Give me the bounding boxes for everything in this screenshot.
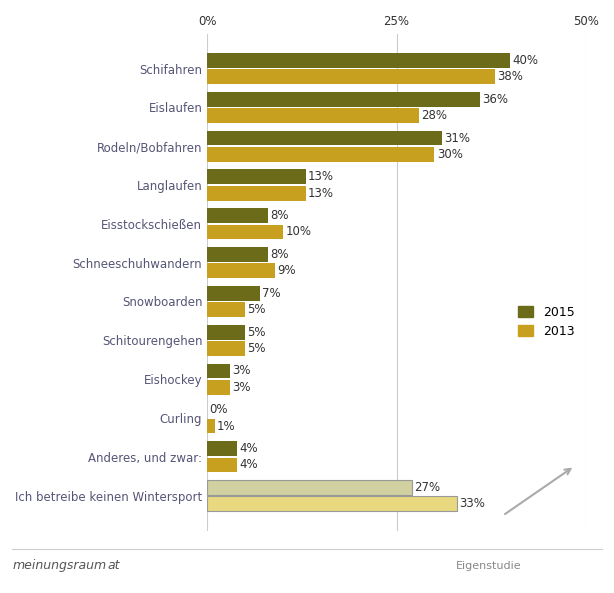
Bar (207, 247, 268, 262)
Bar (207, 92, 480, 107)
Bar (207, 325, 245, 340)
Text: 30%: 30% (437, 148, 462, 161)
Text: 36%: 36% (482, 93, 508, 106)
Text: 28%: 28% (422, 109, 448, 122)
Text: meinungsraum: meinungsraum (12, 559, 106, 572)
Bar (207, 341, 245, 356)
Text: Eigenstudie: Eigenstudie (456, 562, 522, 571)
Text: 9%: 9% (278, 264, 296, 278)
Text: 8%: 8% (270, 209, 289, 222)
Bar (207, 225, 283, 240)
Bar (207, 147, 435, 162)
Legend: 2015, 2013: 2015, 2013 (513, 301, 580, 343)
Bar (207, 53, 510, 68)
Text: 13%: 13% (308, 187, 334, 200)
Bar (207, 458, 238, 472)
Bar (207, 286, 260, 301)
Text: 40%: 40% (513, 54, 538, 67)
Bar (207, 419, 215, 433)
Bar (207, 364, 230, 378)
Text: 38%: 38% (497, 70, 523, 83)
Text: 27%: 27% (414, 481, 440, 494)
Text: 3%: 3% (232, 365, 251, 378)
Text: 3%: 3% (232, 381, 251, 394)
Bar (207, 496, 457, 511)
Text: 8%: 8% (270, 248, 289, 261)
Text: 5%: 5% (247, 342, 266, 355)
Text: 1%: 1% (217, 420, 236, 433)
Bar (207, 208, 268, 223)
Text: 0%: 0% (209, 403, 228, 416)
Text: 10%: 10% (285, 225, 311, 238)
Bar (207, 263, 275, 278)
Text: 4%: 4% (239, 442, 258, 455)
Text: 5%: 5% (247, 326, 266, 339)
Bar (207, 480, 412, 495)
Bar (207, 380, 230, 395)
Bar (207, 170, 306, 184)
Bar (207, 108, 419, 123)
Text: 31%: 31% (445, 132, 470, 145)
Bar (207, 302, 245, 317)
Bar (207, 441, 238, 456)
Bar (207, 186, 306, 200)
Text: at: at (107, 559, 120, 572)
Bar (207, 130, 442, 145)
Text: 7%: 7% (262, 287, 281, 300)
Bar (207, 69, 495, 84)
Text: 4%: 4% (239, 458, 258, 471)
Text: 33%: 33% (459, 498, 486, 510)
Text: 5%: 5% (247, 303, 266, 316)
Text: 13%: 13% (308, 170, 334, 183)
